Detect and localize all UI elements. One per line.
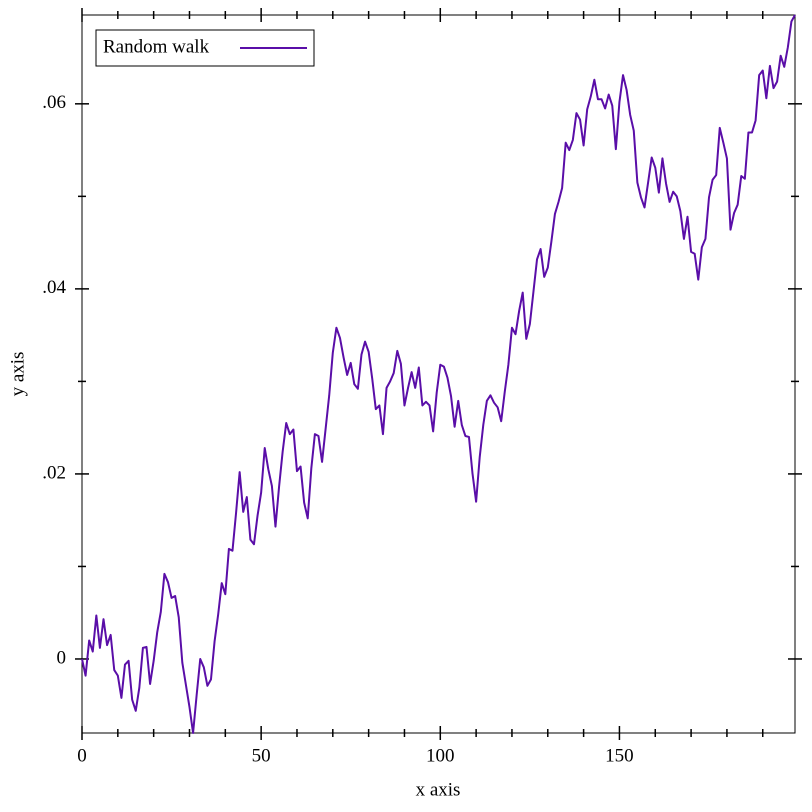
x-tick-label: 150 xyxy=(605,745,634,766)
x-tick-label: 0 xyxy=(77,745,87,766)
y-axis-label: y axis xyxy=(7,352,28,397)
plot-frame xyxy=(81,14,796,734)
y-tick-label: .06 xyxy=(42,92,66,113)
legend-label: Random walk xyxy=(103,36,210,57)
x-tick-label: 100 xyxy=(426,745,455,766)
y-tick-label: 0 xyxy=(57,647,67,668)
x-axis-label: x axis xyxy=(416,779,461,800)
x-tick-label: 50 xyxy=(252,745,271,766)
y-tick-label: .02 xyxy=(42,462,66,483)
line-series xyxy=(81,14,796,734)
y-tick-label: .04 xyxy=(42,277,66,298)
